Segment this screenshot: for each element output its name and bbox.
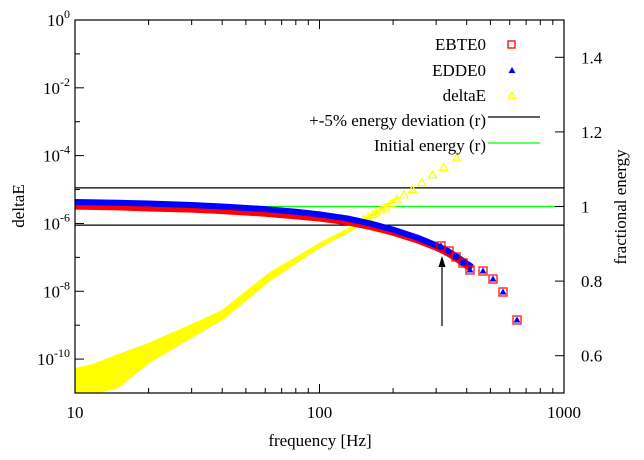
edde0-marker xyxy=(479,267,487,274)
legend-label-initial-energy: Initial energy (r) xyxy=(374,136,486,155)
deltae-marker xyxy=(451,152,462,162)
edde0-marker xyxy=(513,316,521,323)
y-tick-label: 10-10 xyxy=(37,346,70,369)
deltae-marker xyxy=(367,209,378,219)
edde0-marker xyxy=(466,266,474,273)
x-tick-label: 10 xyxy=(67,403,84,422)
deltae-marker xyxy=(427,169,438,179)
y2-tick-label: 0.6 xyxy=(581,347,602,366)
ebte0-marker xyxy=(451,252,461,262)
ebte0-marker xyxy=(512,315,522,325)
legend-square-icon xyxy=(507,40,516,49)
y-axis-left: 100 10-2 10-4 10-6 10-8 10-10 xyxy=(37,7,84,394)
legend-label-ebte0: EBTE0 xyxy=(435,35,486,54)
y2-tick-label: 1 xyxy=(581,198,590,217)
x-tick-label: 1000 xyxy=(547,403,581,422)
deltae-marker xyxy=(407,184,418,194)
ebte0-marker xyxy=(436,241,446,251)
edde0-marker xyxy=(459,259,467,266)
deltae-band xyxy=(75,195,398,393)
y2-tick-label: 1.4 xyxy=(581,48,603,67)
ebte0-marker xyxy=(444,246,454,256)
y-axis-left-label: deltaE xyxy=(9,184,28,227)
deltae-marker xyxy=(399,189,410,199)
y-tick-label: 10-8 xyxy=(43,278,70,301)
curve-edde0 xyxy=(75,199,474,270)
ebte0-marker xyxy=(478,266,488,276)
y-axis-right: 0.6 0.8 1 1.2 1.4 xyxy=(555,48,603,366)
y-tick-label: 10-4 xyxy=(43,143,70,166)
series-layer xyxy=(75,152,564,393)
legend: EBTE0 EDDE0 deltaE +-5% energy deviation… xyxy=(309,35,540,155)
deltae-marker xyxy=(375,204,386,214)
series-group xyxy=(75,152,564,393)
y-tick-label: 100 xyxy=(47,7,70,30)
edde0-marker xyxy=(452,253,460,260)
edde0-marker xyxy=(489,275,497,282)
legend-label-deltae: deltaE xyxy=(443,86,486,105)
deltae-marker xyxy=(438,162,449,171)
edde0-marker xyxy=(437,242,445,249)
ebte0-marker xyxy=(498,287,508,297)
legend-label-energy-deviation: +-5% energy deviation (r) xyxy=(309,111,486,130)
y-tick-label: 10-2 xyxy=(43,75,70,98)
x-axis-label: frequency [Hz] xyxy=(268,431,371,450)
edde0-marker xyxy=(499,288,507,295)
deltae-marker xyxy=(416,177,427,187)
y2-tick-label: 1.2 xyxy=(581,123,602,142)
legend-open-triangle-icon xyxy=(506,90,518,100)
y2-tick-label: 0.8 xyxy=(581,272,602,291)
x-axis: 10 100 1000 xyxy=(67,20,581,422)
x-tick-label: 100 xyxy=(307,403,333,422)
legend-label-edde0: EDDE0 xyxy=(432,61,486,80)
ebte0-marker xyxy=(465,265,475,275)
y-tick-label: 10-6 xyxy=(43,210,70,233)
deltae-marker xyxy=(391,194,402,204)
edde0-marker xyxy=(445,247,453,254)
ebte0-marker xyxy=(458,258,468,268)
y-axis-right-label: fractional energy xyxy=(611,149,630,265)
arrow-head-icon xyxy=(438,256,446,267)
legend-filled-triangle-icon xyxy=(508,67,516,73)
ebte0-marker xyxy=(488,274,498,284)
